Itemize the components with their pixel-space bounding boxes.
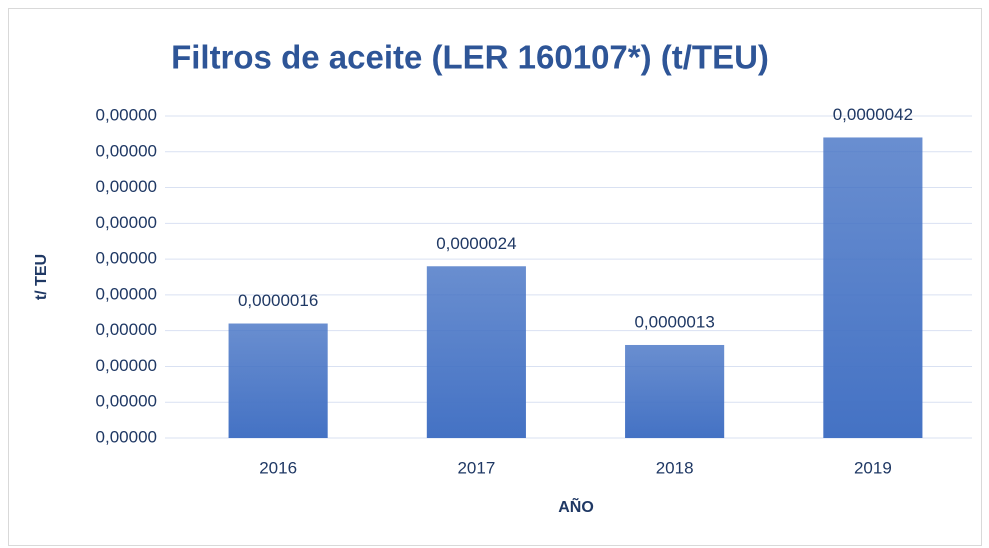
y-tick-label: 0,00000	[96, 284, 157, 303]
data-label: 0,0000016	[238, 291, 318, 310]
y-tick-label: 0,00000	[96, 141, 157, 160]
y-tick-label: 0,00000	[96, 356, 157, 375]
bar	[426, 266, 526, 438]
y-axis-label: t/ TEU	[33, 254, 50, 300]
y-tick-label: 0,00000	[96, 427, 157, 446]
data-label: 0,0000013	[634, 312, 714, 331]
bar	[625, 344, 725, 438]
data-label: 0,0000024	[436, 234, 516, 253]
y-tick-label: 0,00000	[96, 249, 157, 268]
y-tick-label: 0,00000	[96, 320, 157, 339]
bar	[228, 323, 328, 438]
y-tick-label: 0,00000	[96, 213, 157, 232]
chart-title: Filtros de aceite (LER 160107*) (t/TEU)	[171, 39, 769, 76]
y-tick-label: 0,00000	[96, 392, 157, 411]
x-tick-label: 2019	[854, 458, 892, 477]
y-tick-label: 0,00000	[96, 105, 157, 124]
x-tick-label: 2018	[656, 458, 694, 477]
bar	[823, 137, 923, 438]
x-tick-label: 2017	[457, 458, 495, 477]
data-label: 0,0000042	[833, 105, 913, 124]
x-tick-label: 2016	[259, 458, 297, 477]
y-tick-label: 0,00000	[96, 177, 157, 196]
x-axis-label: AÑO	[558, 496, 594, 516]
